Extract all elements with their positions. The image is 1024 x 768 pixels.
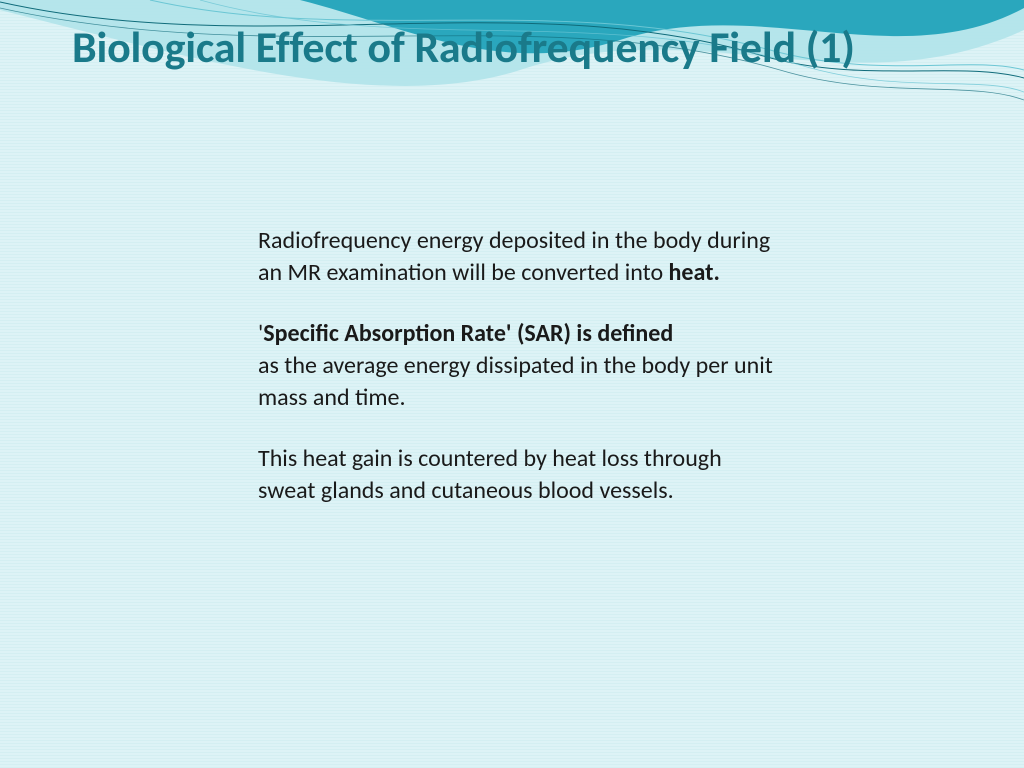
slide-body: Radiofrequency energy deposited in the b… bbox=[258, 225, 778, 537]
slide: Biological Effect of Radiofrequency Fiel… bbox=[0, 0, 1024, 768]
slide-title: Biological Effect of Radiofrequency Fiel… bbox=[72, 22, 855, 74]
paragraph-2: 'Specific Absorption Rate' (SAR) is defi… bbox=[258, 318, 778, 413]
p1-bold-heat: heat. bbox=[669, 258, 720, 287]
paragraph-3: This heat gain is countered by heat loss… bbox=[258, 443, 778, 506]
p2-rest: as the average energy dissipated in the … bbox=[258, 351, 773, 412]
paragraph-1: Radiofrequency energy deposited in the b… bbox=[258, 225, 778, 288]
p2-bold-sar: Specific Absorption Rate' (SAR) is defin… bbox=[263, 319, 673, 348]
